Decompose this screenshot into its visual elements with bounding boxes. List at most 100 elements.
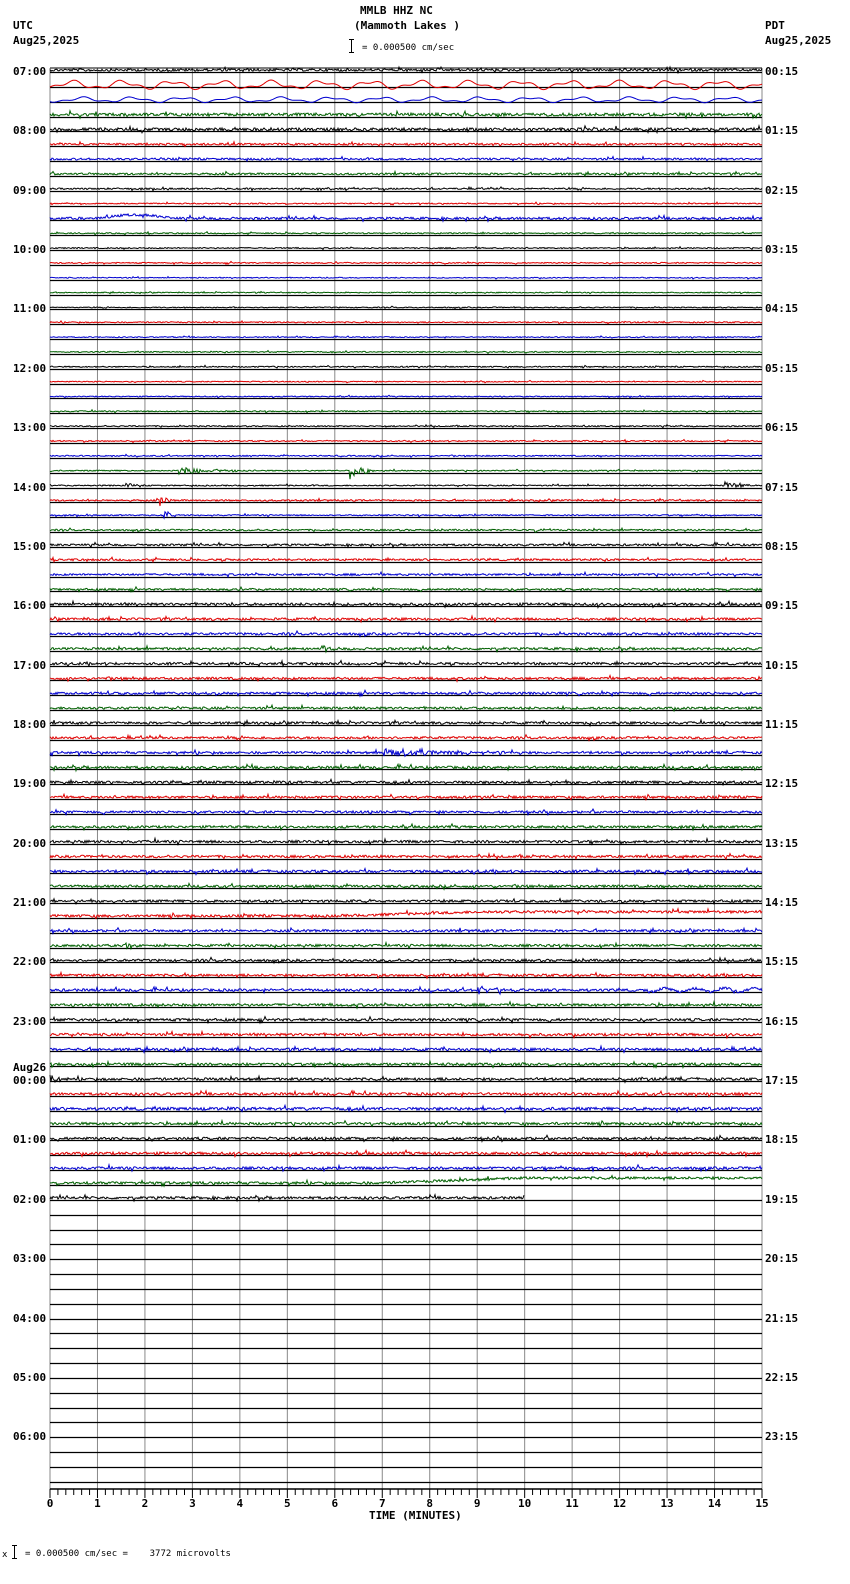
x-tick-label: 9 [473,1497,481,1510]
scale-text: = 0.000500 cm/sec [362,43,455,53]
seismic-trace [49,335,762,339]
utc-hour-label: 18:00 [13,717,47,731]
x-tick-label: 15 [755,1497,769,1510]
seismic-trace [49,65,763,75]
seismic-trace [49,1044,763,1055]
utc-hour-label: 13:00 [13,421,47,435]
pdt-hour-label: 20:15 [765,1252,799,1266]
seismic-trace [49,1174,763,1188]
pdt-hour-label: 18:15 [765,1133,799,1147]
seismic-trace [49,629,763,638]
utc-hour-label: 19:00 [13,777,47,791]
date-change-label: Aug26 [13,1061,47,1075]
x-tick-label: 8 [426,1497,434,1510]
pdt-hour-label: 09:15 [765,599,799,613]
left-timezone: UTC [13,19,33,32]
pdt-hour-label: 00:15 [765,65,799,78]
pdt-hour-label: 01:15 [765,124,799,138]
pdt-hour-label: 17:15 [765,1074,799,1088]
pdt-hour-label: 04:15 [765,302,799,316]
x-tick-label: 6 [331,1497,339,1510]
seismic-trace [49,290,763,295]
pdt-hour-label: 07:15 [765,480,799,494]
pdt-hour-label: 02:15 [765,183,799,197]
seismic-trace [49,674,763,683]
utc-hour-label: 15:00 [13,539,47,553]
seismic-trace [49,792,763,801]
seismic-trace [49,379,762,384]
seismic-trace [49,466,763,480]
seismic-trace [49,349,763,355]
seismic-trace [49,688,763,698]
x-tick-label: 5 [284,1497,291,1510]
footer-scale-note: = 0.000500 cm/sec = 3772 microvolts [25,1549,231,1559]
seismic-trace [49,1059,763,1070]
seismic-trace [49,747,763,758]
x-tick-label: 11 [565,1497,579,1510]
left-date: Aug25,2025 [13,34,80,47]
x-tick-label: 1 [94,1497,101,1510]
seismic-trace [49,408,763,414]
seismic-trace [49,260,763,266]
seismic-trace [49,155,763,163]
pdt-hour-label: 12:15 [765,777,799,791]
x-tick-label: 14 [707,1497,722,1510]
seismic-trace [49,733,763,742]
seismic-trace [49,453,763,459]
seismic-trace [49,852,763,861]
seismic-trace [49,1118,763,1128]
seismic-trace [49,585,763,594]
utc-hour-label: 02:00 [13,1192,47,1206]
seismic-trace [50,230,763,236]
pdt-hour-label: 21:15 [765,1311,799,1325]
seismic-trace [49,926,763,935]
station-title: MMLB HHZ NC [360,4,433,17]
utc-hour-label: 01:00 [13,1133,47,1147]
seismic-trace [49,955,763,965]
seismic-trace [49,79,763,91]
seismic-trace [49,808,763,817]
utc-hour-label: 05:00 [13,1370,47,1384]
pdt-hour-label: 10:15 [765,658,799,672]
seismic-trace [49,305,763,310]
seismic-trace [49,703,763,713]
pdt-hour-label: 14:15 [765,896,799,910]
seismic-trace [49,866,763,877]
utc-hour-label: 12:00 [13,361,47,375]
seismic-trace [49,212,763,223]
utc-hour-label: 16:00 [13,599,47,613]
utc-hour-label: 08:00 [13,124,47,138]
utc-hour-label: 04:00 [13,1311,47,1325]
scale-bar-icon [349,39,357,53]
x-tick-label: 3 [189,1497,196,1510]
seismic-trace [49,1192,525,1203]
seismic-trace [49,245,762,251]
seismic-trace [49,906,763,921]
pdt-hour-label: 15:15 [765,955,799,969]
footer-scale-bar-icon [12,1545,20,1559]
seismic-trace [49,614,763,624]
x-tick-label: 10 [518,1497,532,1510]
seismic-trace [49,1134,763,1144]
pdt-hour-label: 22:15 [765,1370,799,1384]
seismic-trace [49,124,763,135]
seismic-trace [49,897,763,906]
seismic-trace [49,599,763,610]
seismic-trace [49,970,763,980]
seismic-trace [50,438,763,444]
seismic-trace [49,169,763,178]
utc-hour-label: 07:00 [13,65,47,78]
seismic-trace [49,109,763,120]
seismic-trace [50,940,763,951]
seismic-trace [49,555,763,564]
seismic-trace [49,319,763,325]
seismic-trace [49,185,763,192]
seismic-trace [49,822,763,832]
seismic-trace [49,480,763,490]
seismic-trace [49,777,763,787]
pdt-hour-label: 19:15 [765,1192,799,1206]
pdt-hour-label: 16:15 [765,1014,799,1028]
seismic-trace [49,1089,763,1099]
seismic-trace [49,1015,763,1025]
pdt-hour-label: 08:15 [765,539,799,553]
